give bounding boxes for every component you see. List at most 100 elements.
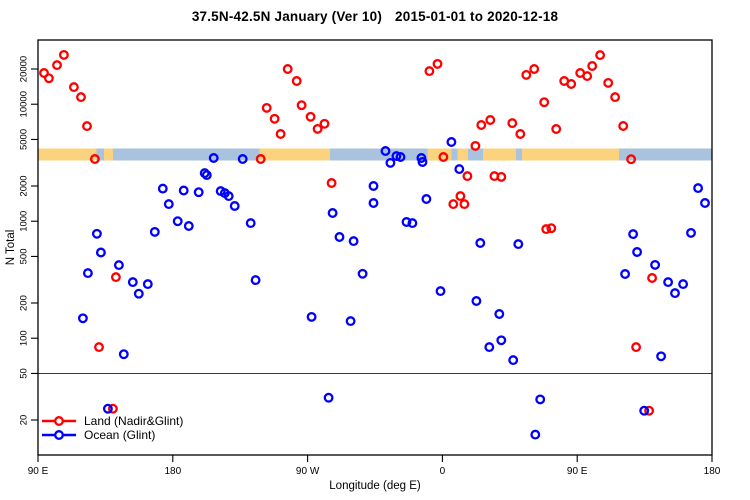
- coast-band-ocean: [330, 148, 428, 161]
- coast-band-land: [259, 148, 331, 161]
- data-point: [52, 60, 62, 71]
- data-point: [541, 224, 552, 235]
- data-point: [496, 171, 507, 182]
- data-point: [484, 342, 495, 353]
- data-point: [626, 154, 637, 165]
- legend-label-ocean: Ocean (Glint): [84, 428, 156, 442]
- y-tick-label-2000: 2000: [19, 175, 30, 196]
- data-point: [455, 191, 466, 202]
- data-point: [305, 111, 316, 122]
- data-point: [631, 342, 642, 353]
- chart-title-daterange: 2015-01-01 to 2020-12-18: [395, 9, 559, 24]
- legend-circle-icon: [54, 416, 64, 426]
- data-point: [345, 316, 356, 327]
- data-point: [58, 49, 69, 60]
- data-point: [91, 228, 102, 239]
- legend: Land (Nadir&Glint) Ocean (Glint): [41, 414, 183, 442]
- data-point: [424, 66, 435, 77]
- data-point: [296, 100, 307, 111]
- data-point: [620, 269, 631, 279]
- data-point: [149, 226, 160, 237]
- data-point: [282, 64, 293, 74]
- data-point: [261, 102, 272, 113]
- data-point: [157, 183, 168, 194]
- data-point: [89, 154, 100, 164]
- data-point: [319, 118, 330, 129]
- data-point: [647, 273, 658, 283]
- data-point: [113, 260, 124, 271]
- data-point: [700, 198, 710, 208]
- y-tick-label-100: 100: [19, 330, 30, 346]
- data-point: [127, 277, 138, 288]
- x-axis-title: Longitude (deg E): [329, 480, 421, 492]
- x-tick-label-90 W: 90 W: [296, 466, 320, 477]
- data-point: [94, 342, 104, 353]
- data-point: [250, 275, 261, 286]
- y-tick-label-20: 20: [19, 415, 30, 426]
- data-point: [357, 268, 368, 279]
- data-point: [435, 286, 446, 297]
- y-tick-label-20000: 20000: [19, 56, 30, 82]
- data-point: [323, 392, 334, 403]
- data-point: [368, 181, 379, 191]
- legend-key: [42, 430, 76, 440]
- data-point: [632, 247, 643, 257]
- data-point: [395, 152, 406, 162]
- data-point: [485, 115, 496, 125]
- x-tick-label-90 E: 90 E: [28, 466, 49, 477]
- coast-band-ocean: [467, 148, 483, 161]
- data-point: [199, 168, 210, 179]
- data-point: [255, 154, 266, 164]
- data-point: [95, 247, 106, 258]
- data-point: [438, 152, 449, 162]
- data-point: [306, 311, 317, 322]
- data-point: [380, 146, 391, 156]
- y-tick-label-200: 200: [19, 295, 30, 311]
- data-point: [68, 82, 79, 93]
- data-point: [237, 154, 248, 164]
- data-point: [172, 216, 183, 227]
- chart-title: 37.5N-42.5N January (Ver 10) 2015-01-01 t…: [0, 9, 750, 24]
- data-point: [407, 218, 418, 229]
- coast-band-ocean: [96, 148, 104, 161]
- data-point: [327, 208, 338, 218]
- data-point: [133, 288, 144, 299]
- data-point: [546, 223, 557, 234]
- data-point: [618, 121, 629, 131]
- data-point: [551, 124, 562, 134]
- data-point: [269, 113, 280, 124]
- y-tick-label-5000: 5000: [19, 129, 30, 150]
- data-point: [326, 178, 337, 188]
- data-point: [208, 153, 219, 163]
- data-point: [475, 238, 486, 248]
- data-point: [521, 69, 532, 80]
- y-tick-label-500: 500: [19, 249, 30, 265]
- data-point: [494, 309, 505, 319]
- data-point: [223, 191, 234, 202]
- data-point: [82, 121, 92, 132]
- data-point: [496, 335, 507, 346]
- data-point: [245, 218, 256, 229]
- data-point: [582, 71, 593, 82]
- coast-band-ocean: [451, 148, 458, 161]
- data-point: [391, 151, 402, 162]
- legend-label-land: Land (Nadir&Glint): [84, 414, 184, 428]
- data-point: [507, 118, 518, 129]
- data-point: [459, 199, 470, 210]
- data-point: [229, 201, 240, 211]
- data-point: [201, 170, 212, 181]
- data-point: [39, 68, 49, 78]
- data-point: [110, 272, 121, 283]
- plot-border: [37, 39, 713, 456]
- data-point: [348, 236, 359, 247]
- legend-item-ocean: Ocean (Glint): [41, 428, 183, 442]
- data-point: [650, 259, 661, 270]
- data-point: [454, 164, 465, 175]
- data-point: [183, 221, 194, 231]
- data-point: [77, 313, 88, 324]
- data-point: [470, 140, 481, 151]
- data-point: [656, 351, 667, 362]
- data-point: [610, 92, 621, 103]
- coast-band-land: [103, 148, 113, 161]
- data-point: [603, 77, 614, 88]
